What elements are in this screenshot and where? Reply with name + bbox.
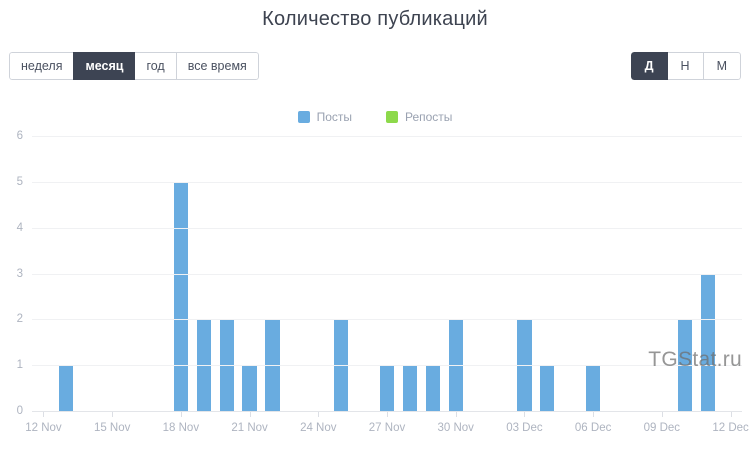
granularity-option-0[interactable]: Д: [630, 52, 668, 80]
x-tick-label: 18 Nov: [162, 422, 200, 434]
x-tick-label: 09 Dec: [643, 422, 681, 434]
legend-item-reposts[interactable]: Репосты: [385, 110, 453, 124]
x-tick-label: 12 Nov: [25, 422, 62, 434]
x-tick-label: 15 Nov: [93, 422, 131, 434]
gridline-1: 1: [17, 359, 742, 371]
gridline-6: 6: [17, 130, 742, 142]
bar[interactable]: [379, 365, 395, 411]
y-tick-label: 4: [16, 221, 23, 234]
legend-label: Посты: [316, 110, 352, 124]
period-option-0[interactable]: неделя: [9, 52, 75, 80]
bar[interactable]: [173, 181, 188, 411]
page-title: Количество публикаций: [262, 8, 488, 30]
legend-swatch-icon: [385, 111, 398, 123]
granularity-option-2[interactable]: М: [702, 52, 741, 80]
x-tick-mark: [249, 411, 251, 417]
bar[interactable]: [540, 365, 555, 411]
gridline-4: 4: [17, 222, 742, 234]
legend-swatch-icon: [297, 111, 310, 123]
x-axis: 12 Nov 15 Nov 18 Nov 21 Nov 24 Nov 27 Nov 30 N…: [25, 411, 749, 441]
bar[interactable]: [402, 365, 417, 411]
y-tick-label: 5: [16, 175, 23, 188]
x-tick-mark: [593, 411, 595, 417]
gridline-5: 5: [17, 176, 742, 188]
x-tick-label: 21 Nov: [231, 422, 268, 434]
period-range-group[interactable]: неделя месяц год все время: [9, 52, 259, 80]
x-tick-mark: [730, 411, 732, 417]
x-tick-mark: [455, 411, 457, 417]
period-option-3[interactable]: все время: [175, 52, 259, 80]
bar[interactable]: [586, 365, 601, 411]
x-tick-mark: [318, 411, 320, 417]
bar[interactable]: [425, 365, 440, 411]
legend-item-posts[interactable]: Посты: [297, 110, 352, 124]
period-option-1[interactable]: месяц: [73, 52, 136, 80]
x-tick-label: 24 Nov: [300, 422, 337, 434]
x-tick-label: 03 Dec: [506, 422, 543, 434]
x-tick-label: 12 Dec: [712, 422, 749, 434]
period-option-2[interactable]: год: [134, 52, 177, 80]
y-tick-label: 3: [16, 267, 23, 280]
gridline-2: 2: [17, 313, 742, 325]
bar[interactable]: [700, 273, 715, 411]
y-tick-label: 6: [16, 130, 23, 142]
chart-container: 12 Nov 15 Nov 18 Nov 21 Nov 24 Nov 27 Nov 30 N…: [0, 130, 750, 450]
x-tick-mark: [112, 411, 114, 417]
bar[interactable]: [242, 365, 257, 411]
x-tick-label: 27 Nov: [368, 422, 406, 434]
granularity-option-1[interactable]: Н: [666, 52, 704, 80]
gridline-3: 3: [17, 268, 742, 280]
y-tick-label: 1: [16, 359, 23, 372]
plot-area: 12 Nov 15 Nov 18 Nov 21 Nov 24 Nov 27 Nov 30 N…: [17, 130, 749, 434]
x-tick-mark: [524, 411, 526, 417]
bar[interactable]: [59, 365, 74, 411]
chart-legend: Посты Репосты: [0, 110, 750, 124]
y-tick-label: 0: [16, 405, 23, 417]
x-tick-label: 06 Dec: [574, 422, 612, 434]
y-tick-label: 2: [16, 313, 23, 326]
x-tick-label: 30 Nov: [437, 422, 474, 434]
gridline-0: 0: [17, 405, 742, 417]
x-tick-mark: [43, 411, 45, 417]
x-tick-mark: [387, 411, 388, 417]
x-tick-mark: [661, 411, 663, 417]
x-tick-mark: [180, 411, 182, 417]
legend-label: Репосты: [404, 110, 453, 124]
